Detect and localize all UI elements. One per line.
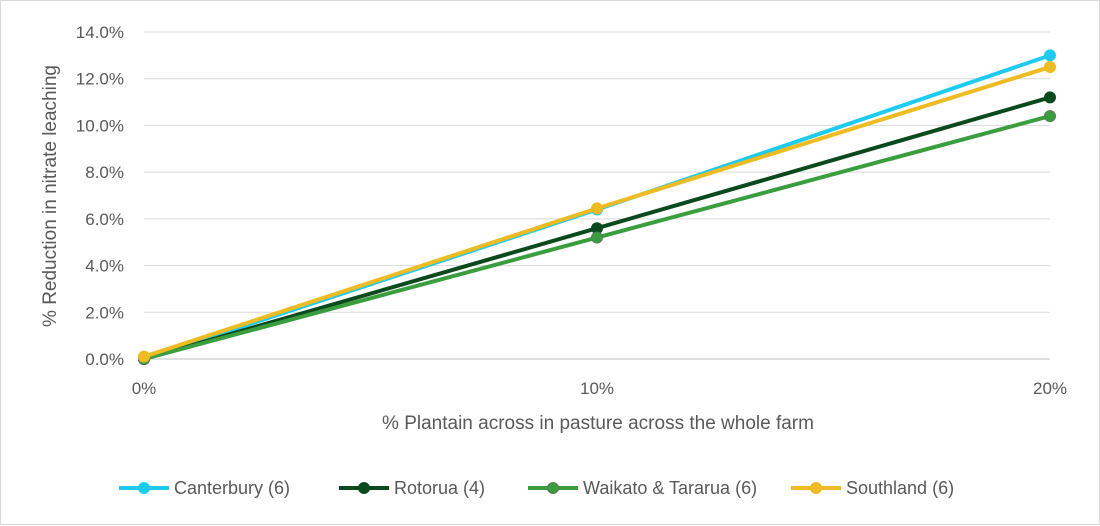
data-point <box>1044 61 1056 74</box>
y-tick-label: 6.0% <box>85 210 124 229</box>
y-tick-label: 10.0% <box>76 116 124 135</box>
series-2 <box>138 110 1056 365</box>
x-tick-label: 20% <box>1033 379 1067 398</box>
data-point <box>1044 49 1056 62</box>
series-3 <box>138 61 1056 363</box>
legend-label: Rotorua (4) <box>394 478 485 498</box>
y-tick-label: 0.0% <box>85 350 124 369</box>
legend-label: Waikato & Tararua (6) <box>583 478 757 498</box>
y-axis-ticks: 0.0% 2.0% 4.0% 6.0% 8.0% 10.0% 12.0% 14.0% <box>76 23 124 369</box>
x-tick-label: 10% <box>580 379 614 398</box>
y-tick-label: 8.0% <box>85 163 124 182</box>
legend-swatch-marker <box>547 482 559 494</box>
y-tick-label: 14.0% <box>76 23 124 42</box>
data-point <box>591 231 603 244</box>
legend-item: Waikato & Tararua (6) <box>528 478 757 498</box>
data-point <box>1044 91 1056 104</box>
legend-swatch-marker <box>138 482 150 494</box>
legend-item: Canterbury (6) <box>119 478 290 498</box>
x-tick-label: 0% <box>132 379 157 398</box>
legend-item: Rotorua (4) <box>339 478 485 498</box>
legend-item: Southland (6) <box>791 478 954 498</box>
y-axis-title: % Reduction in nitrate leaching <box>40 65 61 327</box>
legend: Canterbury (6) Rotorua (4) Waikato & Tarar… <box>119 478 954 498</box>
y-tick-label: 2.0% <box>85 303 124 322</box>
legend-label: Canterbury (6) <box>174 478 290 498</box>
y-tick-label: 4.0% <box>85 257 124 276</box>
y-tick-label: 12.0% <box>76 70 124 89</box>
x-axis-title: % Plantain across in pasture across the … <box>382 413 814 434</box>
legend-swatch-marker <box>358 482 370 494</box>
series-group <box>138 49 1056 365</box>
data-point <box>1044 110 1056 123</box>
data-point <box>591 202 603 215</box>
data-point <box>138 350 150 363</box>
legend-swatch-marker <box>810 482 822 494</box>
x-axis-ticks: 0% 10% 20% <box>132 379 1067 398</box>
legend-label: Southland (6) <box>846 478 954 498</box>
gridlines <box>144 31 1050 360</box>
